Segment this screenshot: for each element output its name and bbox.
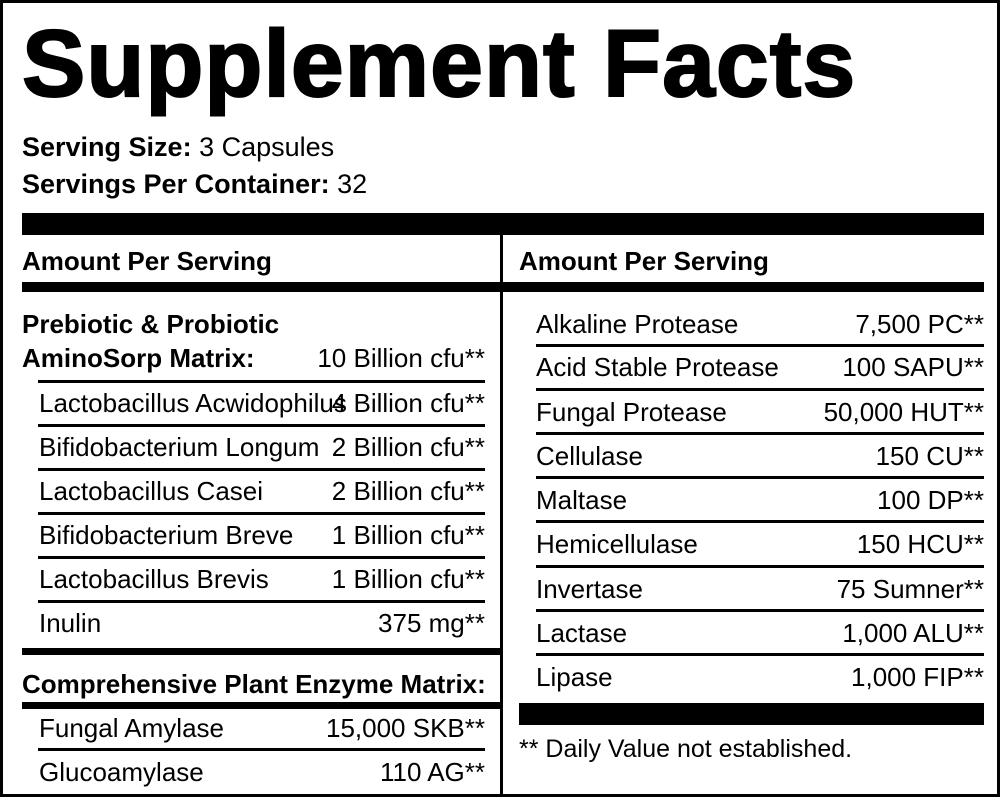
nutrient-amount: 1,000 FIP** — [851, 662, 984, 692]
row-divider — [38, 556, 485, 559]
nutrient-name: Bifidobacterium Longum — [39, 432, 320, 462]
nutrient-row: Lactase 1,000 ALU** — [536, 611, 984, 655]
nutrient-row: Maltase 100 DP** — [536, 478, 984, 522]
nutrient-row: Lactobacillus Casei 2 Billion cfu** — [39, 469, 485, 513]
servings-per-container-value: 32 — [337, 169, 368, 199]
blend1-name-line2: AminoSorp Matrix: — [22, 343, 255, 373]
nutrient-name: Fungal Amylase — [39, 713, 224, 743]
blend1-row: AminoSorp Matrix: 10 Billion cfu** — [22, 336, 485, 380]
nutrient-amount: 1 Billion cfu** — [331, 520, 485, 550]
nutrient-amount: 1,000 ALU** — [842, 618, 984, 648]
row-divider — [536, 565, 984, 568]
nutrient-row: Acid Stable Protease 100 SAPU** — [536, 345, 984, 389]
nutrient-name: Invertase — [536, 574, 643, 604]
nutrient-name: Glucoamylase — [39, 757, 204, 787]
nutrient-name: Acid Stable Protease — [536, 352, 779, 382]
right-amount-header: Amount Per Serving — [519, 246, 769, 276]
row-divider — [38, 424, 485, 427]
row-divider — [536, 609, 984, 612]
nutrient-row: Hemicellulase 150 HCU** — [536, 522, 984, 566]
serving-size: Serving Size: 3 Capsules — [22, 131, 334, 163]
left-header-rule — [22, 282, 500, 292]
right-header-rule — [503, 282, 984, 292]
nutrient-name: Fungal Protease — [536, 397, 727, 427]
nutrient-name: Hemicellulase — [536, 529, 698, 559]
nutrient-row: Bifidobacterium Longum 2 Billion cfu** — [39, 425, 485, 469]
nutrient-row: Glucoamylase 110 AG** — [39, 750, 485, 794]
nutrient-name: Bifidobacterium Breve — [39, 520, 294, 550]
nutrient-amount: 50,000 HUT** — [823, 397, 984, 427]
serving-size-label: Serving Size: — [22, 132, 192, 162]
row-divider — [536, 388, 984, 391]
blend-divider — [22, 648, 500, 655]
nutrient-amount: 2 Billion cfu** — [331, 476, 485, 506]
nutrient-name: Lactobacillus Brevis — [39, 564, 269, 594]
nutrient-row: Lactobacillus Acwidophilus 4 Billion cfu… — [39, 381, 485, 425]
nutrient-row: Fungal Protease 50,000 HUT** — [536, 390, 984, 434]
row-divider — [38, 600, 485, 603]
nutrient-amount: 75 Sumner** — [836, 574, 984, 604]
nutrient-row: Invertase 75 Sumner** — [536, 567, 984, 611]
row-divider — [536, 432, 984, 435]
nutrient-name: Lipase — [536, 662, 613, 692]
blend1-name-line1: Prebiotic & Probiotic — [22, 309, 280, 339]
nutrient-amount: 15,000 SKB** — [325, 713, 485, 743]
nutrient-row: Cellulase 150 CU** — [536, 434, 984, 478]
servings-per-container-label: Servings Per Container: — [22, 169, 330, 199]
blend1-amount: 10 Billion cfu** — [317, 343, 485, 373]
blend2-header-rule — [22, 702, 500, 709]
nutrient-amount: 375 mg** — [378, 608, 485, 638]
nutrient-row: Inulin 375 mg** — [39, 601, 485, 645]
nutrient-amount: 150 HCU** — [856, 529, 984, 559]
servings-per-container: Servings Per Container: 32 — [22, 168, 367, 200]
nutrient-amount: 150 CU** — [875, 441, 984, 471]
row-divider — [38, 468, 485, 471]
nutrient-row: Fungal Amylase 15,000 SKB** — [39, 706, 485, 750]
nutrient-name: Cellulase — [536, 441, 643, 471]
nutrient-amount: 1 Billion cfu** — [331, 564, 485, 594]
nutrient-amount: 100 DP** — [877, 485, 984, 515]
nutrient-amount: 110 AG** — [379, 757, 485, 787]
nutrient-name: Maltase — [536, 485, 628, 515]
row-divider — [536, 344, 984, 347]
thick-divider — [22, 213, 984, 235]
nutrient-name: Lactobacillus Acwidophilus — [39, 388, 347, 418]
nutrient-name: Lactase — [536, 618, 628, 648]
serving-size-value: 3 Capsules — [199, 132, 335, 162]
row-divider — [38, 748, 485, 751]
nutrient-row: Lipase 1,000 FIP** — [536, 655, 984, 699]
nutrient-amount: 7,500 PC** — [855, 309, 984, 339]
nutrient-name: Alkaline Protease — [536, 309, 739, 339]
column-divider — [500, 235, 503, 794]
left-amount-header: Amount Per Serving — [22, 246, 272, 276]
nutrient-amount: 100 SAPU** — [842, 352, 984, 382]
nutrient-amount: 4 Billion cfu** — [331, 388, 485, 418]
panel-title: Supplement Facts — [21, 10, 857, 118]
row-divider — [536, 520, 984, 523]
row-divider — [38, 512, 485, 515]
right-thick-divider — [519, 703, 984, 725]
footnote: ** Daily Value not established. — [519, 735, 853, 763]
nutrient-name: Lactobacillus Casei — [39, 476, 264, 506]
blend2-name: Comprehensive Plant Enzyme Matrix: — [22, 669, 486, 699]
row-divider — [38, 380, 485, 383]
row-divider — [536, 653, 984, 656]
nutrient-row: Bifidobacterium Breve 1 Billion cfu** — [39, 513, 485, 557]
nutrient-row: Lactobacillus Brevis 1 Billion cfu** — [39, 557, 485, 601]
nutrient-name: Inulin — [39, 608, 102, 638]
nutrient-amount: 2 Billion cfu** — [331, 432, 485, 462]
nutrient-row: Alkaline Protease 7,500 PC** — [536, 302, 984, 346]
row-divider — [536, 476, 984, 479]
